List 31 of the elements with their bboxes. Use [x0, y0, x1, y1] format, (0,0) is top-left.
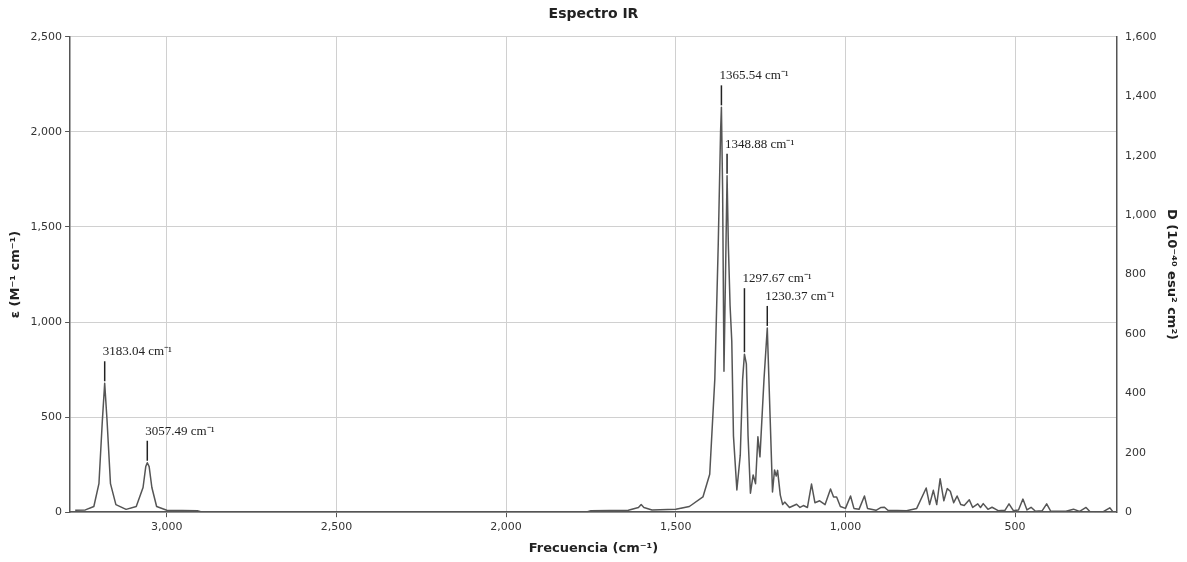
x-tick-label: 2,000: [490, 519, 522, 533]
y2-tick-label: 800: [1124, 267, 1146, 281]
y-tick-label: 500: [41, 409, 63, 423]
annotation: 3183.04 cm⁻¹: [102, 343, 173, 359]
y2-tick-label: 0: [1124, 505, 1132, 519]
y-tick-label: 2,000: [30, 124, 63, 138]
annotation: 1348.88 cm⁻¹: [725, 135, 795, 151]
annotation: 1365.54 cm⁻¹: [719, 67, 789, 83]
y2-tick-label: 1,200: [1124, 148, 1157, 162]
y2-axis-title: D (10⁻⁴⁰ esu² cm²): [1164, 208, 1180, 341]
y-axis-title: ε (M⁻¹ cm⁻¹): [7, 230, 23, 319]
y2-tick-label: 200: [1124, 445, 1146, 459]
y2-tick-label: 400: [1124, 386, 1146, 400]
x-tick-label: 1,000: [829, 519, 862, 533]
y2-tick-label: 1,400: [1124, 89, 1157, 103]
y2-tick-label: 1,000: [1124, 207, 1157, 221]
x-tick-label: 500: [1004, 519, 1026, 533]
y-tick-label: 0: [55, 505, 63, 519]
x-tick-label: 3,000: [151, 519, 183, 533]
y2-tick-label: 600: [1124, 326, 1146, 340]
x-tick-label: 1,500: [660, 519, 692, 533]
y-tick-label: 1,500: [30, 219, 63, 233]
annotation: 1297.67 cm⁻¹: [742, 270, 812, 286]
annotation: 1230.37 cm⁻¹: [765, 287, 835, 303]
x-tick-label: 2,500: [320, 519, 353, 533]
y2-tick-label: 1,600: [1124, 29, 1157, 43]
y-tick-label: 1,000: [30, 314, 63, 328]
chart-title: Espectro IR: [548, 5, 639, 22]
x-axis-title: Frecuencia (cm⁻¹): [528, 539, 659, 555]
annotation: 3057.49 cm⁻¹: [145, 422, 215, 438]
y-tick-label: 2,500: [30, 29, 63, 43]
